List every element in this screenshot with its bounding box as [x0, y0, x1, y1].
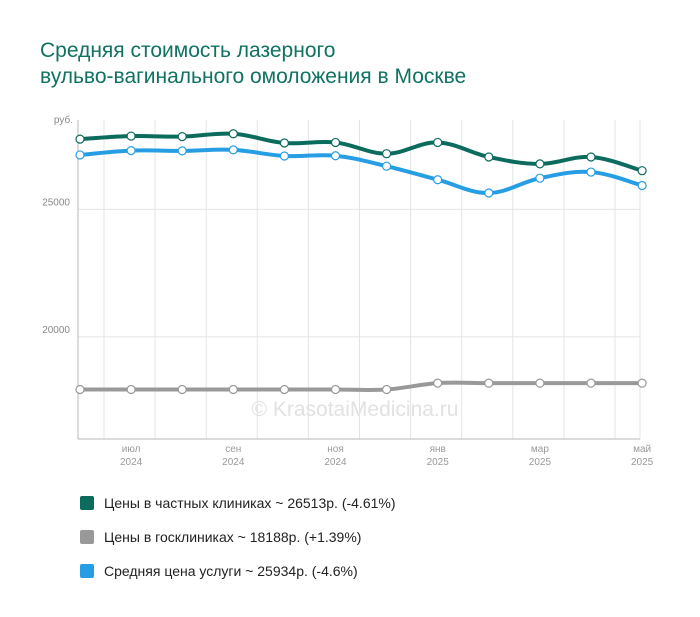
- data-point: [75, 150, 85, 160]
- data-point: [433, 175, 443, 185]
- data-point: [637, 166, 647, 176]
- data-point: [433, 137, 443, 148]
- data-point: [330, 384, 341, 395]
- data-point: [75, 134, 85, 144]
- legend-label: Средняя цена услуги ~ 25934р. (-4.6%): [104, 563, 358, 579]
- x-tick-label-year: 2024: [120, 457, 143, 468]
- x-tick-label-month: мар: [531, 444, 549, 455]
- data-point: [279, 151, 289, 161]
- legend-item: Цены в частных клиниках ~ 26513р. (-4.61…: [80, 486, 396, 520]
- x-tick-label-year: 2025: [529, 457, 552, 468]
- x-tick-label-year: 2024: [222, 457, 245, 468]
- data-point: [484, 188, 494, 198]
- data-point: [126, 384, 136, 395]
- data-point: [279, 138, 289, 148]
- data-point: [382, 149, 392, 159]
- x-tick-label-year: 2025: [631, 457, 654, 468]
- data-point: [382, 161, 392, 171]
- x-tick-label-year: 2025: [427, 457, 450, 468]
- x-tick-label-month: июл: [122, 444, 141, 455]
- legend-swatch: [80, 496, 94, 510]
- x-tick-label-month: сен: [225, 444, 241, 455]
- legend-label: Цены в частных клиниках ~ 26513р. (-4.61…: [104, 495, 396, 511]
- x-tick-label-month: янв: [430, 444, 446, 455]
- x-tick-label-month: ноя: [327, 444, 344, 455]
- data-point: [228, 129, 238, 139]
- data-point: [535, 173, 545, 183]
- data-point: [637, 180, 647, 191]
- legend-item: Цены в госклиниках ~ 18188р. (+1.39%): [80, 520, 396, 554]
- legend-item: Средняя цена услуги ~ 25934р. (-4.6%): [80, 554, 396, 588]
- legend-swatch: [80, 564, 94, 578]
- data-point: [330, 137, 341, 148]
- watermark: © KrasotaiMedicina.ru: [252, 398, 459, 421]
- data-point: [177, 131, 187, 142]
- data-point: [535, 378, 545, 388]
- data-point: [330, 151, 341, 161]
- data-point: [279, 384, 289, 395]
- y-axis-unit: руб.: [54, 114, 73, 126]
- data-point: [586, 152, 596, 162]
- data-point: [177, 384, 187, 395]
- data-point: [126, 131, 136, 141]
- data-point: [228, 145, 238, 155]
- data-point: [637, 378, 647, 388]
- x-tick-label-month: май: [633, 444, 651, 455]
- data-point: [126, 146, 136, 156]
- y-tick-label: 25000: [42, 197, 70, 208]
- data-point: [586, 378, 596, 388]
- legend-label: Цены в госклиниках ~ 18188р. (+1.39%): [104, 529, 362, 545]
- y-tick-label: 20000: [42, 325, 70, 336]
- series-line: [78, 147, 645, 195]
- chart-title-line-1: Средняя стоимость лазерного: [40, 39, 336, 62]
- data-point: [382, 384, 392, 395]
- x-tick-label-year: 2024: [324, 457, 347, 468]
- data-point: [586, 167, 596, 177]
- data-point: [75, 384, 85, 395]
- data-point: [484, 378, 494, 388]
- data-point: [433, 378, 443, 388]
- series-line: [78, 380, 645, 392]
- chart-title-line-2: вульво-вагинального омоложения в Москве: [40, 65, 467, 88]
- data-point: [177, 146, 187, 156]
- data-point: [535, 159, 545, 169]
- legend-swatch: [80, 530, 94, 544]
- chart-title: Средняя стоимость лазерного вульво-вагин…: [40, 38, 660, 90]
- data-point: [228, 384, 238, 395]
- chart-legend: Цены в частных клиниках ~ 26513р. (-4.61…: [80, 486, 396, 588]
- data-point: [484, 152, 494, 162]
